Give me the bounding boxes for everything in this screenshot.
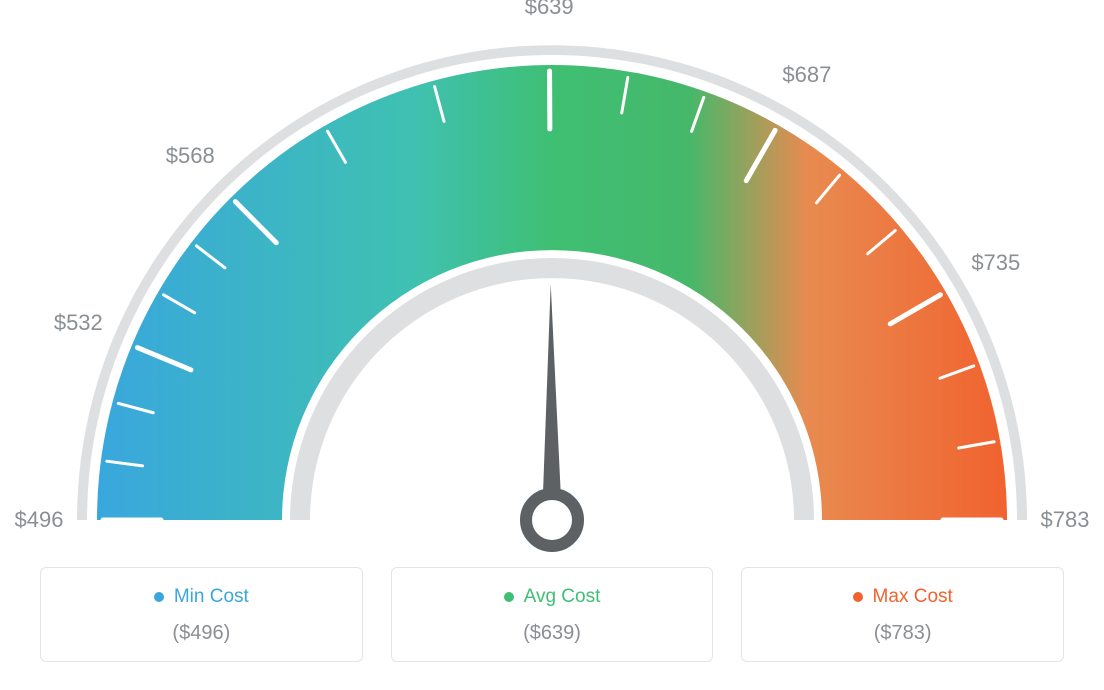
- legend-dot-min: [154, 592, 164, 602]
- legend-title-max: Max Cost: [853, 586, 953, 608]
- tick-label: $568: [166, 143, 215, 169]
- legend-value-max: ($783): [752, 622, 1053, 645]
- legend-label-min: Min Cost: [174, 586, 249, 608]
- gauge-area: $496 $532 $568 $639 $687 $735 $783: [0, 0, 1104, 560]
- tick-label: $687: [782, 62, 831, 88]
- legend-value-avg: ($639): [402, 622, 703, 645]
- legend-title-avg: Avg Cost: [504, 586, 601, 608]
- tick-label: $735: [971, 250, 1020, 276]
- tick-label: $639: [525, 0, 574, 20]
- legend-dot-avg: [504, 592, 514, 602]
- legend-title-min: Min Cost: [154, 586, 249, 608]
- tick-label: $783: [1041, 507, 1090, 533]
- tick-label: $496: [15, 507, 64, 533]
- legend-label-max: Max Cost: [873, 586, 953, 608]
- legend-value-min: ($496): [51, 622, 352, 645]
- legend-label-avg: Avg Cost: [524, 586, 601, 608]
- cost-gauge-widget: $496 $532 $568 $639 $687 $735 $783 Min Cost ($…: [0, 0, 1104, 690]
- tick-label: $532: [54, 310, 103, 336]
- legend-card-min: Min Cost ($496): [40, 567, 363, 662]
- legend-card-avg: Avg Cost ($639): [391, 567, 714, 662]
- legend-dot-max: [853, 592, 863, 602]
- legend-row: Min Cost ($496) Avg Cost ($639) Max Cost…: [40, 567, 1064, 662]
- legend-card-max: Max Cost ($783): [741, 567, 1064, 662]
- gauge-svg: [0, 0, 1104, 560]
